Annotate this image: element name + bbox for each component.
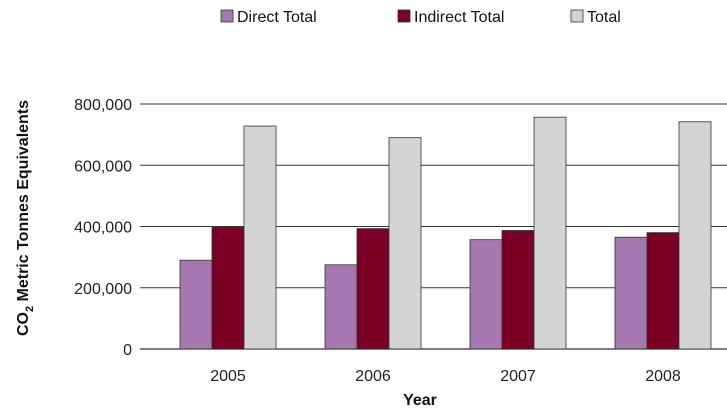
x-tick-label: 2006 [355, 368, 391, 385]
y-axis-title: CO2 Metric Tonnes Equivalents [15, 100, 36, 336]
y-tick-label: 400,000 [74, 220, 132, 237]
bar-indirect-total-2005 [211, 227, 245, 350]
bar-direct-total-2005 [179, 259, 213, 350]
bar-indirect-total-2006 [356, 228, 390, 350]
x-tick-label: 2008 [645, 368, 681, 385]
bar-total-2008 [678, 121, 712, 350]
legend-label: Total [587, 9, 621, 26]
legend: Direct Total Indirect Total Total [220, 9, 621, 26]
x-tick-label: 2007 [500, 368, 536, 385]
y-tick-label: 600,000 [74, 158, 132, 175]
bar-total-2007 [533, 116, 567, 350]
bar-direct-total-2008 [614, 236, 648, 350]
bar-direct-total-2006 [324, 264, 358, 350]
legend-label: Indirect Total [414, 9, 504, 26]
bar-direct-total-2007 [469, 239, 503, 350]
legend-swatch [570, 9, 584, 23]
y-tick-label: 200,000 [74, 281, 132, 298]
y-axis-ticks: 0 200,000 400,000 600,000 800,000 [74, 97, 132, 359]
x-axis-title: Year [403, 392, 437, 409]
bar-indirect-total-2007 [501, 230, 535, 350]
legend-swatch [220, 9, 234, 23]
bar-indirect-total-2008 [646, 232, 680, 350]
bars [179, 116, 712, 350]
legend-label: Direct Total [237, 9, 317, 26]
y-tick-label: 800,000 [74, 97, 132, 114]
bar-total-2005 [243, 125, 277, 350]
y-tick-label: 0 [123, 342, 132, 359]
x-axis-ticks: 2005 2006 2007 2008 [210, 368, 681, 385]
x-tick-label: 2005 [210, 368, 246, 385]
legend-swatch [397, 9, 411, 23]
bar-total-2006 [388, 137, 422, 350]
